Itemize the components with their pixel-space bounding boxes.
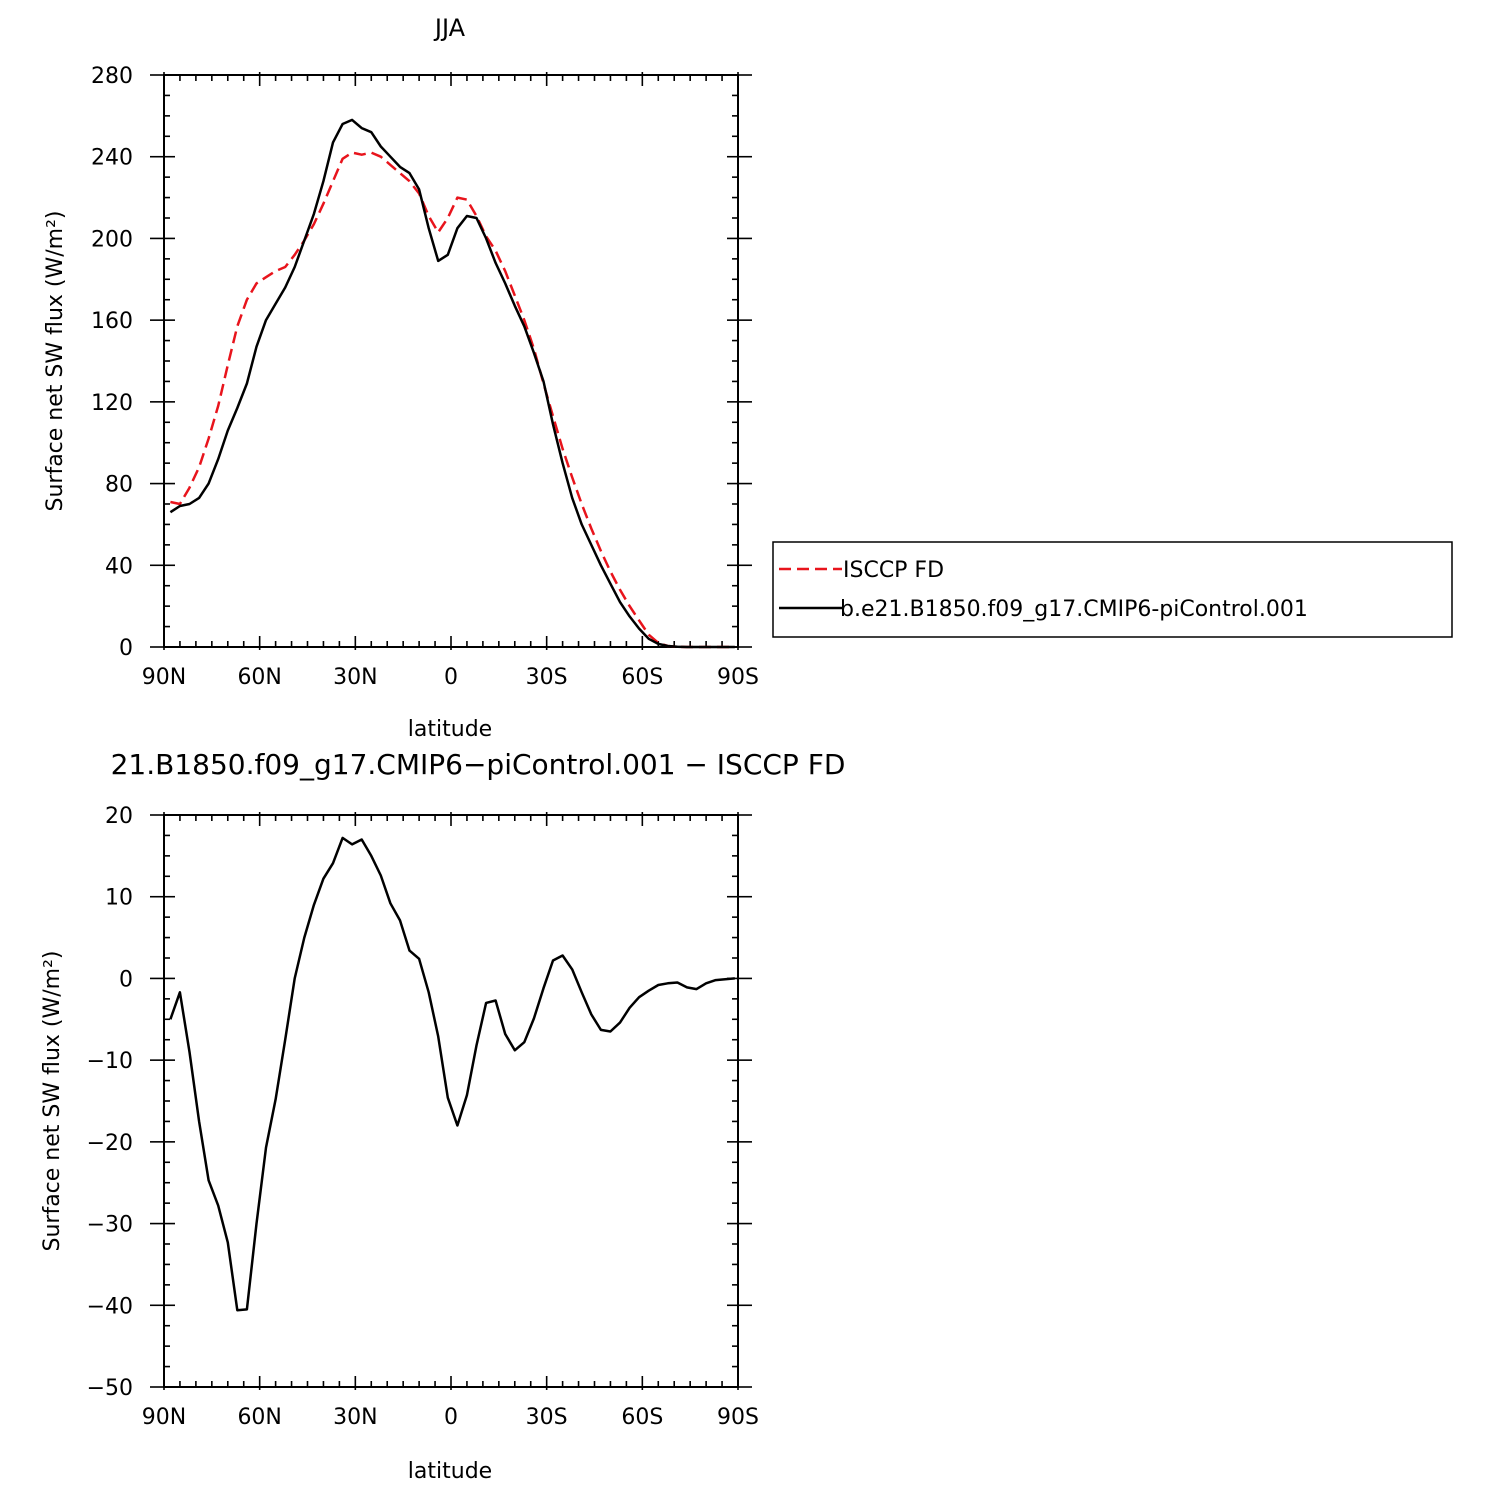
legend-label-isccp: ISCCP FD (843, 558, 944, 583)
plot-frame (163, 814, 739, 1388)
series-line-1 (169, 118, 735, 649)
legend-label-model: b.e21.B1850.f09_g17.CMIP6-piControl.001 (840, 597, 1308, 622)
x-tick-label: 90N (142, 1405, 186, 1430)
y-tick-label: −10 (87, 1049, 133, 1074)
x-tick-label: 60N (237, 1405, 281, 1430)
x-tick-label: 60S (621, 665, 663, 690)
x-tick-label: 0 (444, 665, 458, 690)
plot-frame (163, 74, 739, 648)
top-panel: JJA 90N 60N 30N 0 30S 60S 90S 0 40 80 120 160 200 240… (43, 14, 759, 742)
top-y-axis-label: Surface net SW flux (W/m²) (43, 210, 68, 511)
y-tick-label: −40 (87, 1294, 133, 1319)
y-tick-label: 240 (91, 146, 133, 171)
series-line-0 (169, 836, 735, 1312)
x-tick-label: 30S (526, 665, 568, 690)
bottom-panel: 21.B1850.f09_g17.CMIP6−piControl.001 − I… (40, 748, 845, 1484)
x-tick-label: 30N (333, 1405, 377, 1430)
y-tick-label: 160 (91, 309, 133, 334)
bottom-plot-area: 90N 60N 30N 0 30S 60S 90S −50 −40 −30 −20 −10 0 10 20 (87, 804, 759, 1430)
x-tick-label: 60S (621, 1405, 663, 1430)
bottom-x-axis-label: latitude (408, 1459, 492, 1484)
y-tick-label: 0 (119, 967, 133, 992)
top-plot-area: 90N 60N 30N 0 30S 60S 90S 0 40 80 120 160 200 240 280 (91, 64, 759, 690)
y-tick-label: 40 (105, 554, 133, 579)
y-tick-label: 200 (91, 227, 133, 252)
top-x-axis-label: latitude (408, 717, 492, 742)
top-chart-title: JJA (433, 14, 466, 42)
bottom-chart-title: 21.B1850.f09_g17.CMIP6−piControl.001 − I… (111, 748, 846, 781)
x-tick-label: 60N (237, 665, 281, 690)
y-tick-label: −50 (87, 1376, 133, 1401)
y-tick-label: 10 (105, 886, 133, 911)
x-tick-label: 30S (526, 1405, 568, 1430)
x-tick-label: 90N (142, 665, 186, 690)
legend-box (772, 541, 1453, 638)
legend: ISCCP FD b.e21.B1850.f09_g17.CMIP6-piCon… (772, 541, 1453, 638)
y-tick-label: 120 (91, 391, 133, 416)
bottom-y-axis-label: Surface net SW flux (W/m²) (40, 950, 65, 1251)
y-tick-label: 280 (91, 64, 133, 89)
x-tick-label: 90S (717, 1405, 759, 1430)
y-tick-label: −30 (87, 1213, 133, 1238)
y-tick-label: 0 (119, 636, 133, 661)
x-tick-label: 30N (333, 665, 377, 690)
y-tick-label: −20 (87, 1131, 133, 1156)
y-tick-label: 80 (105, 473, 133, 498)
x-tick-label: 0 (444, 1405, 458, 1430)
x-tick-label: 90S (717, 665, 759, 690)
series-line-0 (170, 151, 735, 649)
y-tick-label: 20 (105, 804, 133, 829)
